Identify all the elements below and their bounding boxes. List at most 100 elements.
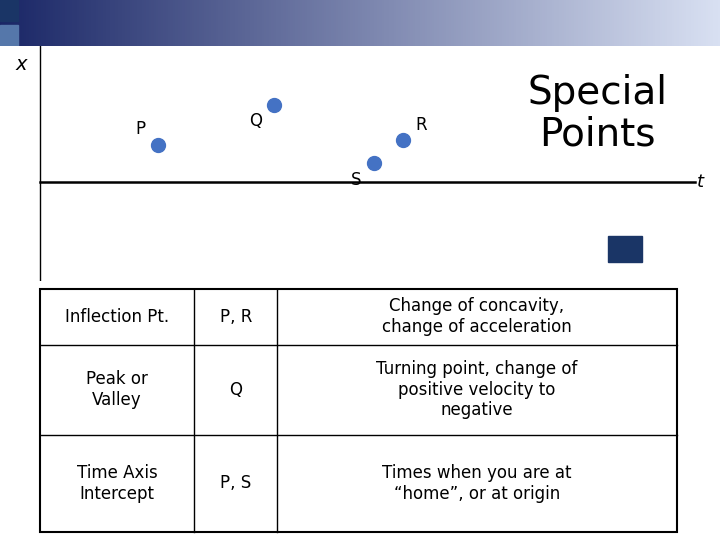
Bar (331, 0, 333, 46)
Bar (132, 0, 135, 46)
Bar (439, 0, 441, 46)
Text: Special
Points: Special Points (528, 74, 667, 153)
Bar (444, 0, 446, 46)
Bar (626, 0, 629, 46)
Bar (679, 0, 682, 46)
Bar (470, 0, 473, 46)
Bar (463, 0, 466, 46)
Bar (718, 0, 720, 46)
Bar (158, 0, 161, 46)
Bar (156, 0, 158, 46)
Bar (22, 0, 24, 46)
Bar (569, 0, 571, 46)
Bar (120, 0, 122, 46)
Bar (338, 0, 341, 46)
Bar (194, 0, 197, 46)
Bar (276, 0, 279, 46)
Bar (655, 0, 657, 46)
Bar (228, 0, 230, 46)
Bar (410, 0, 413, 46)
Bar (235, 0, 238, 46)
Bar (434, 0, 437, 46)
Bar (415, 0, 418, 46)
Bar (161, 0, 163, 46)
Bar (598, 0, 600, 46)
Bar (55, 0, 58, 46)
Bar (600, 0, 603, 46)
Bar (117, 0, 120, 46)
Text: Time Axis
Intercept: Time Axis Intercept (76, 464, 158, 503)
Bar (487, 0, 490, 46)
Bar (711, 0, 713, 46)
Bar (693, 0, 696, 46)
Bar (343, 0, 346, 46)
Bar (310, 0, 312, 46)
Bar (360, 0, 362, 46)
Bar (542, 0, 545, 46)
Bar (106, 0, 108, 46)
Bar (113, 0, 115, 46)
Bar (660, 0, 662, 46)
Bar (45, 0, 48, 46)
Bar (0, 0, 2, 46)
Bar (682, 0, 684, 46)
Bar (581, 0, 583, 46)
Bar (629, 0, 631, 46)
Bar (502, 0, 504, 46)
Bar (130, 0, 132, 46)
Bar (528, 0, 531, 46)
Bar (576, 0, 578, 46)
Bar (7, 0, 9, 46)
Bar (665, 0, 667, 46)
Bar (50, 0, 53, 46)
Bar (497, 0, 499, 46)
Bar (557, 0, 559, 46)
Text: Times when you are at
“home”, or at origin: Times when you are at “home”, or at orig… (382, 464, 572, 503)
Bar (585, 0, 588, 46)
Bar (468, 0, 470, 46)
Bar (53, 0, 55, 46)
Bar (14, 0, 17, 46)
Bar (418, 0, 420, 46)
Bar (504, 0, 506, 46)
Bar (449, 0, 451, 46)
Bar (686, 0, 689, 46)
Bar (405, 0, 408, 46)
Bar (96, 0, 99, 46)
Bar (207, 0, 209, 46)
Bar (333, 0, 336, 46)
Bar (696, 0, 698, 46)
Bar (163, 0, 166, 46)
Bar (358, 0, 360, 46)
Bar (297, 0, 300, 46)
Bar (353, 0, 355, 46)
Bar (715, 0, 718, 46)
Bar (657, 0, 660, 46)
Bar (0, 25, 18, 46)
Bar (713, 0, 715, 46)
Bar (477, 0, 480, 46)
Bar (168, 0, 171, 46)
Bar (261, 0, 264, 46)
Bar (384, 0, 387, 46)
Bar (420, 0, 423, 46)
Bar (135, 0, 137, 46)
Bar (389, 0, 391, 46)
Bar (653, 0, 655, 46)
Bar (279, 0, 281, 46)
Bar (326, 0, 329, 46)
Text: Q: Q (249, 112, 262, 130)
Bar (495, 0, 497, 46)
Bar (369, 0, 372, 46)
Bar (398, 0, 401, 46)
Bar (214, 0, 216, 46)
Bar (538, 0, 540, 46)
Bar (216, 0, 218, 46)
Bar (499, 0, 502, 46)
Bar (595, 0, 598, 46)
Bar (691, 0, 693, 46)
Bar (89, 0, 91, 46)
Bar (701, 0, 703, 46)
Bar (122, 0, 125, 46)
Bar (127, 0, 130, 46)
